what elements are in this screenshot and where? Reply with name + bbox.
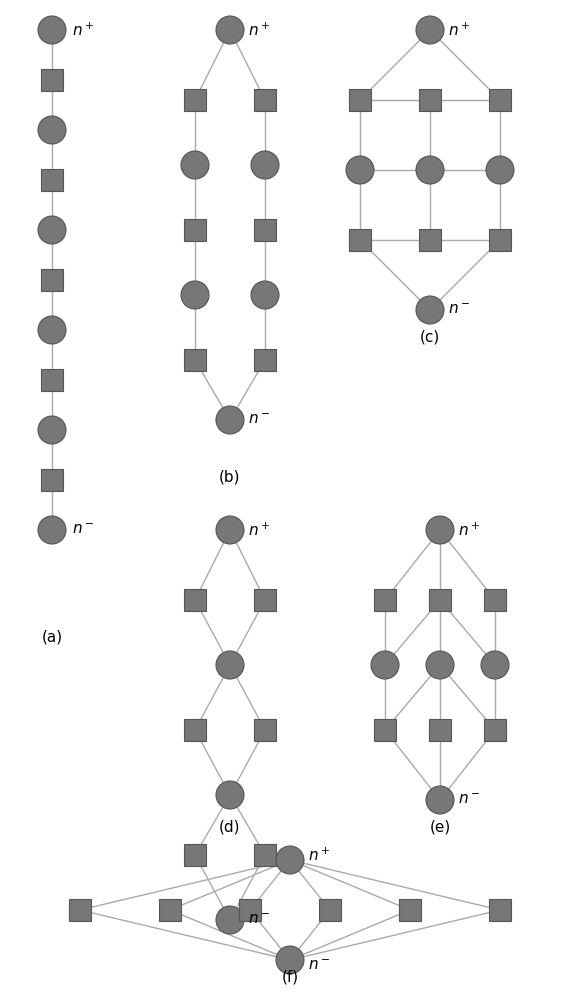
- Circle shape: [38, 416, 66, 444]
- Circle shape: [181, 281, 209, 309]
- Bar: [419, 89, 441, 111]
- Bar: [429, 719, 451, 741]
- Circle shape: [251, 281, 279, 309]
- Bar: [349, 89, 371, 111]
- Bar: [399, 899, 421, 921]
- Circle shape: [481, 651, 509, 679]
- Bar: [184, 844, 206, 866]
- Text: $n^-$: $n^-$: [248, 412, 270, 428]
- Circle shape: [426, 786, 454, 814]
- Circle shape: [416, 296, 444, 324]
- Text: $n^+$: $n^+$: [448, 21, 470, 39]
- Text: $n^-$: $n^-$: [72, 522, 94, 538]
- Bar: [41, 169, 63, 191]
- Text: (c): (c): [420, 330, 440, 345]
- Circle shape: [38, 16, 66, 44]
- Text: $n^+$: $n^+$: [308, 846, 330, 864]
- Circle shape: [38, 216, 66, 244]
- Bar: [254, 349, 276, 371]
- Bar: [419, 229, 441, 251]
- Bar: [184, 719, 206, 741]
- Circle shape: [346, 156, 374, 184]
- Text: $n^+$: $n^+$: [248, 21, 270, 39]
- Text: (f): (f): [281, 970, 299, 985]
- Bar: [254, 844, 276, 866]
- Circle shape: [216, 781, 244, 809]
- Bar: [159, 899, 181, 921]
- Bar: [489, 89, 511, 111]
- Bar: [254, 589, 276, 611]
- Circle shape: [216, 516, 244, 544]
- Circle shape: [216, 651, 244, 679]
- Text: (d): (d): [219, 820, 241, 835]
- Bar: [254, 719, 276, 741]
- Bar: [429, 589, 451, 611]
- Bar: [374, 719, 396, 741]
- Circle shape: [38, 116, 66, 144]
- Bar: [184, 89, 206, 111]
- Text: $n^-$: $n^-$: [458, 792, 480, 808]
- Bar: [184, 349, 206, 371]
- Bar: [184, 219, 206, 241]
- Circle shape: [486, 156, 514, 184]
- Bar: [184, 589, 206, 611]
- Circle shape: [216, 406, 244, 434]
- Circle shape: [181, 151, 209, 179]
- Circle shape: [426, 651, 454, 679]
- Circle shape: [371, 651, 399, 679]
- Bar: [484, 719, 506, 741]
- Circle shape: [251, 151, 279, 179]
- Bar: [41, 269, 63, 291]
- Bar: [374, 589, 396, 611]
- Bar: [41, 469, 63, 491]
- Bar: [69, 899, 91, 921]
- Bar: [254, 219, 276, 241]
- Text: (b): (b): [219, 470, 241, 485]
- Circle shape: [216, 16, 244, 44]
- Text: (a): (a): [41, 630, 63, 645]
- Circle shape: [38, 316, 66, 344]
- Circle shape: [276, 846, 304, 874]
- Bar: [349, 229, 371, 251]
- Bar: [484, 589, 506, 611]
- Text: (e): (e): [429, 820, 451, 835]
- Circle shape: [416, 16, 444, 44]
- Text: $n^-$: $n^-$: [308, 958, 330, 972]
- Bar: [41, 369, 63, 391]
- Bar: [489, 229, 511, 251]
- Text: $n^-$: $n^-$: [448, 302, 470, 318]
- Bar: [41, 69, 63, 91]
- Text: $n^-$: $n^-$: [248, 912, 270, 928]
- Circle shape: [416, 156, 444, 184]
- Bar: [489, 899, 511, 921]
- Circle shape: [38, 516, 66, 544]
- Text: $n^+$: $n^+$: [72, 21, 94, 39]
- Bar: [239, 899, 261, 921]
- Text: $n^+$: $n^+$: [458, 521, 480, 539]
- Bar: [254, 89, 276, 111]
- Circle shape: [276, 946, 304, 974]
- Circle shape: [216, 906, 244, 934]
- Bar: [319, 899, 341, 921]
- Circle shape: [426, 516, 454, 544]
- Text: $n^+$: $n^+$: [248, 521, 270, 539]
